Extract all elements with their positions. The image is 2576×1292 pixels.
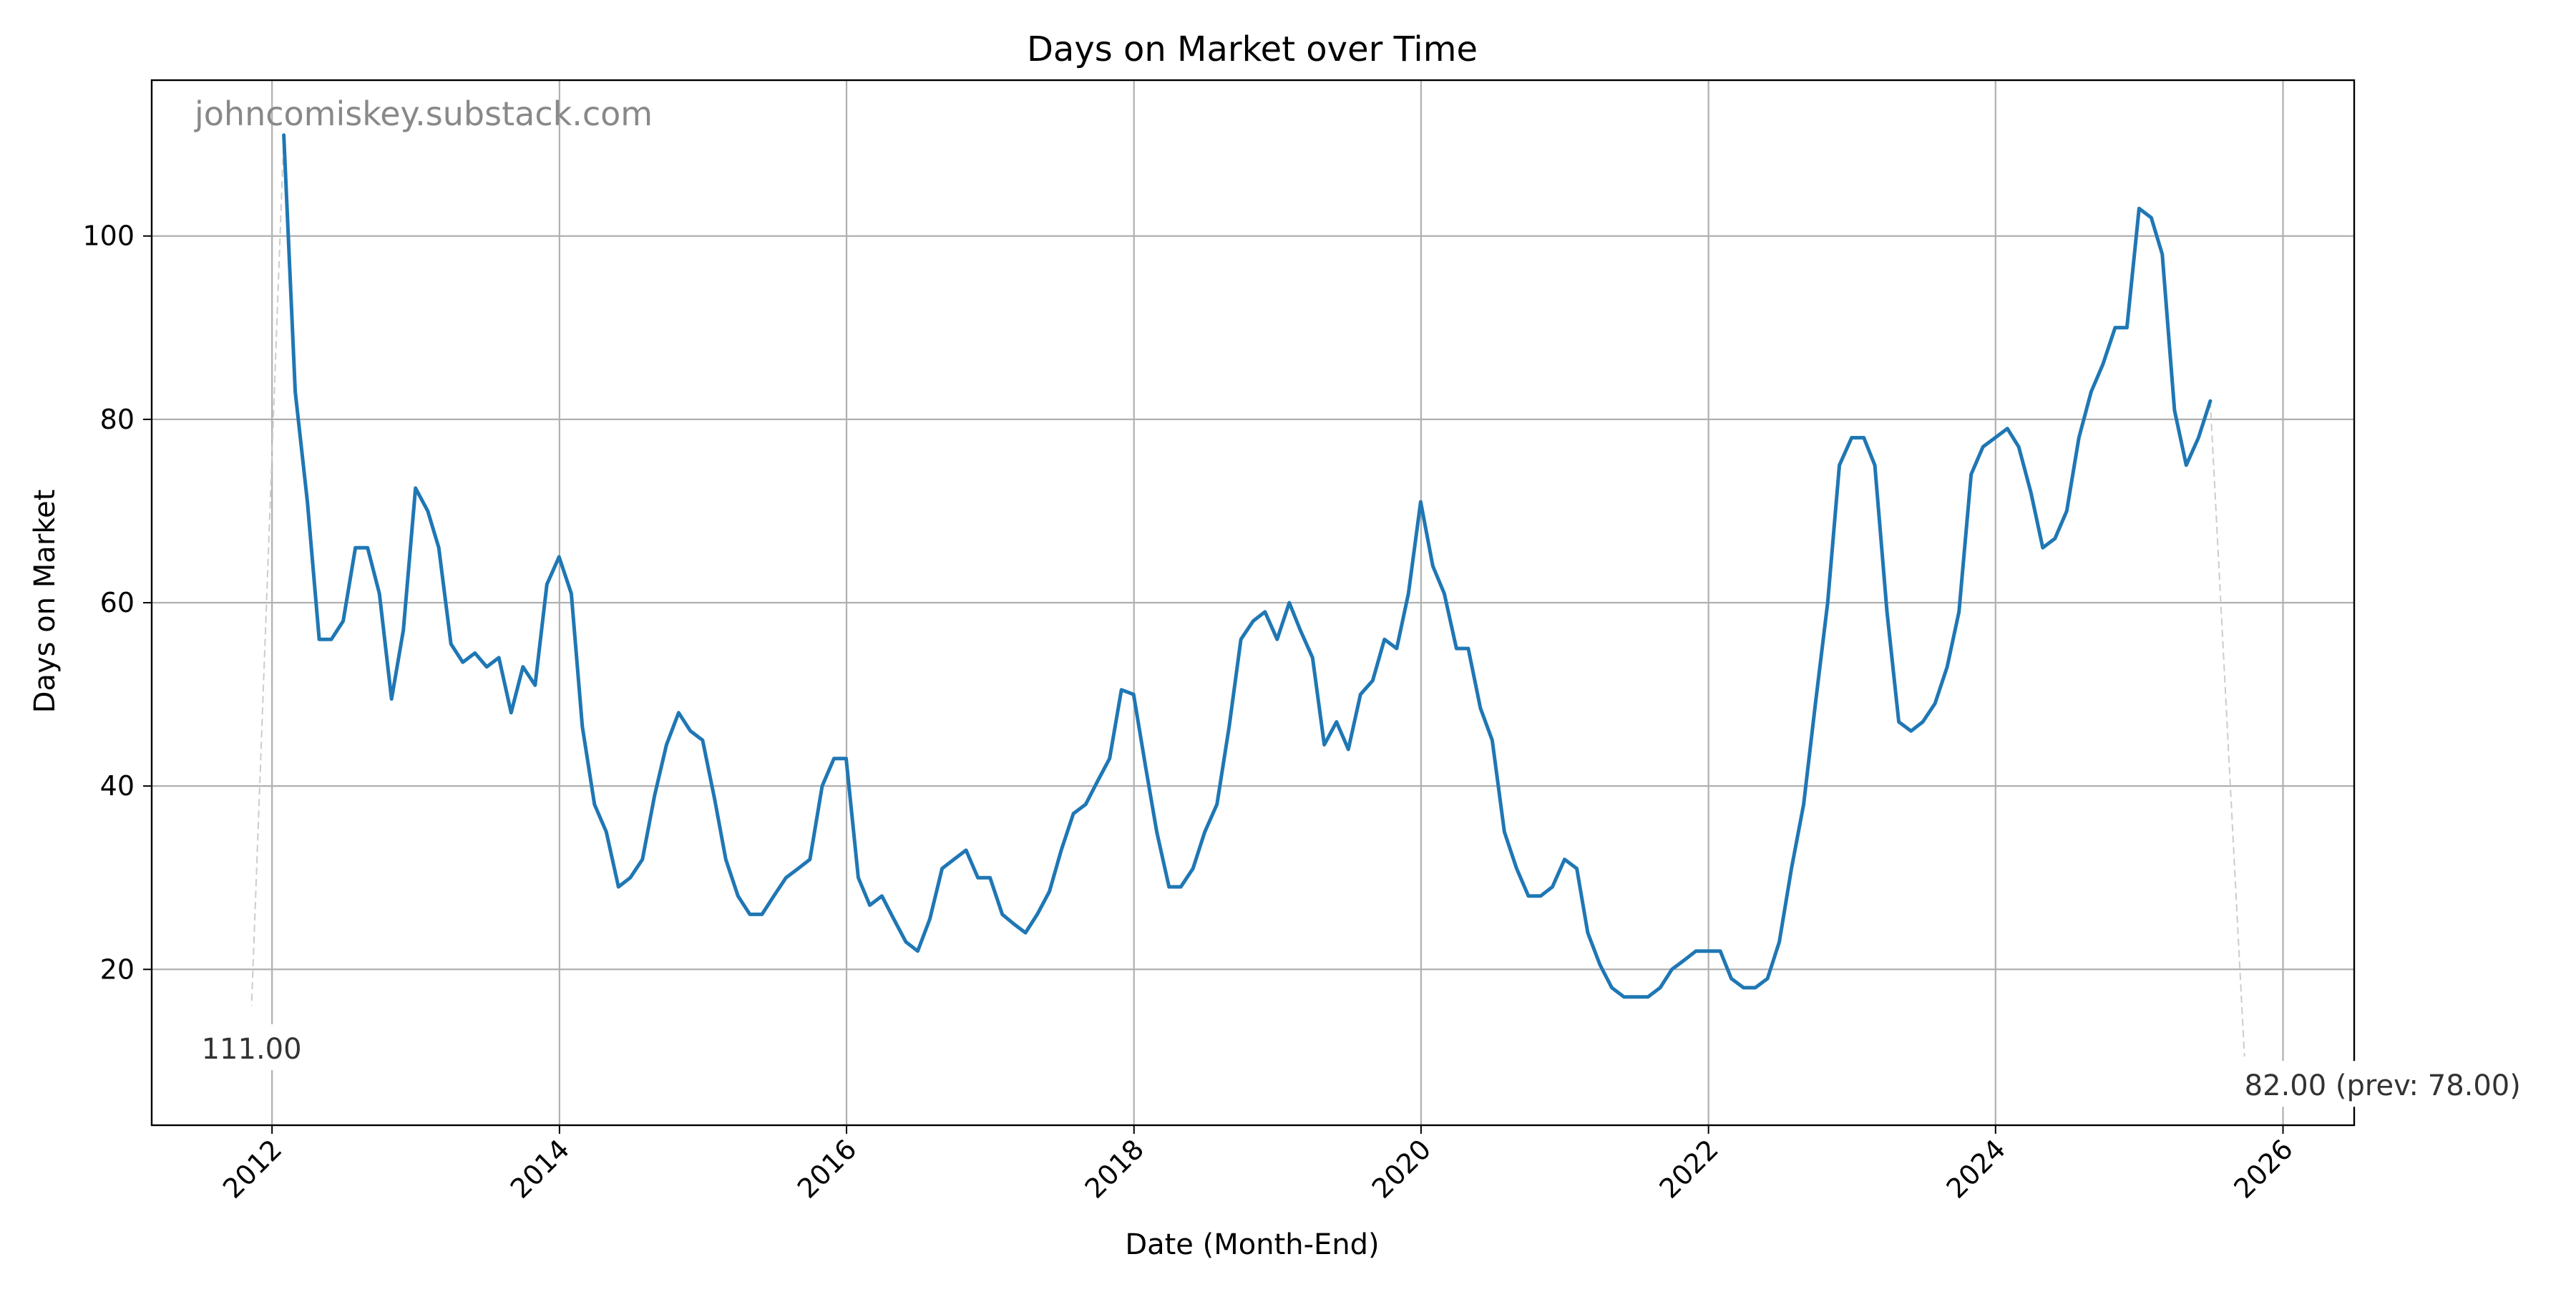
series-line: [282, 133, 2212, 999]
annotation-label: 111.00: [202, 1033, 302, 1066]
y-tick-label: 60: [100, 587, 135, 618]
y-tick-label: 80: [100, 404, 135, 435]
annotation-leaders: [250, 135, 2245, 1057]
watermark-text: johncomiskey.substack.com: [194, 94, 653, 133]
chart-title: Days on Market over Time: [1027, 29, 1478, 69]
annotation-label: 82.00 (prev: 78.00): [2245, 1069, 2521, 1102]
x-axis-label: Date (Month-End): [1125, 1228, 1379, 1261]
annotation-leader-line: [250, 135, 285, 1006]
annotation-label-box: [190, 1024, 313, 1070]
y-tick-label: 40: [100, 770, 135, 802]
y-tick-label: 100: [82, 220, 135, 252]
grid: [152, 80, 2354, 1125]
y-tick-label: 20: [100, 953, 135, 985]
annotation-leader-line: [2209, 401, 2245, 1057]
annotations: 111.00 82.00 (prev: 78.00): [190, 1024, 2576, 1107]
series-layer: [282, 133, 2212, 999]
annotation-label-box: [2234, 1061, 2576, 1107]
y-axis-label: Days on Market: [29, 490, 62, 714]
